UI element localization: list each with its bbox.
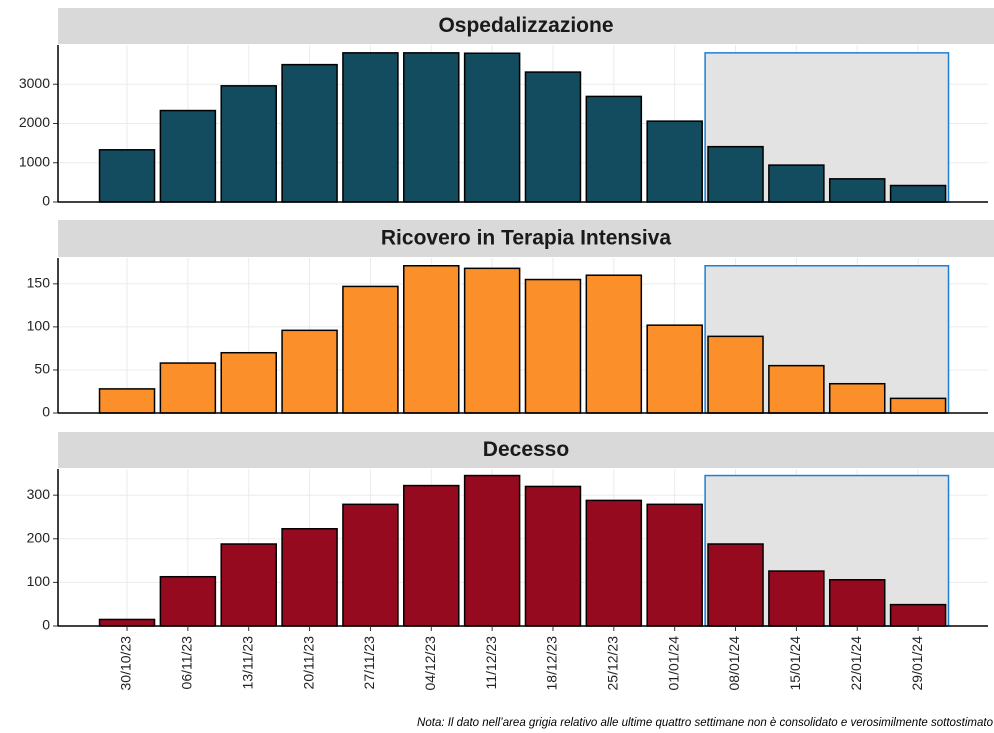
y-tick-label: 200 <box>27 529 51 545</box>
bar <box>281 63 338 203</box>
x-tick-label: 18/12/23 <box>544 636 560 691</box>
x-tick-label: 06/11/23 <box>179 636 195 690</box>
bar <box>342 285 399 414</box>
x-tick-label: 08/01/24 <box>726 636 742 691</box>
bar <box>159 575 217 627</box>
bar <box>828 579 886 627</box>
bar <box>646 324 703 414</box>
bar <box>828 178 886 203</box>
panel-title: Decesso <box>483 438 569 461</box>
bar <box>585 95 643 203</box>
x-tick-label: 25/12/23 <box>605 636 621 691</box>
strip <box>58 8 994 44</box>
bar <box>768 164 825 203</box>
bar <box>463 267 521 414</box>
bar <box>220 543 277 627</box>
x-tick-label: 29/01/24 <box>909 636 925 691</box>
bar <box>889 603 947 627</box>
note: Nota: Il dato nell’area grigia relativo … <box>417 717 994 729</box>
panel-title: Ospedalizzazione <box>438 14 613 37</box>
strip <box>58 432 994 468</box>
bar <box>281 527 338 627</box>
y-tick-label: 100 <box>27 318 51 334</box>
y-tick-label: 3000 <box>19 75 50 91</box>
bar <box>403 484 460 627</box>
x-tick-label: 15/01/24 <box>787 636 803 691</box>
bar <box>707 335 764 414</box>
x-tick-label: 30/10/23 <box>118 636 134 691</box>
bar <box>768 570 825 627</box>
x-tick-label: 20/11/23 <box>300 636 316 690</box>
bar <box>707 543 764 627</box>
bar <box>159 109 217 203</box>
strip <box>58 220 994 257</box>
y-tick-label: 50 <box>34 361 50 377</box>
bar <box>889 184 947 203</box>
bar <box>585 274 643 414</box>
bar <box>98 388 156 414</box>
bar <box>768 364 825 414</box>
bar <box>342 503 399 627</box>
panel-title: Ricovero in Terapia Intensiva <box>381 227 672 250</box>
y-tick-label: 0 <box>42 617 50 633</box>
bar <box>403 265 460 414</box>
y-tick-label: 300 <box>27 486 51 502</box>
bar <box>524 278 582 414</box>
bar <box>159 362 217 414</box>
bar <box>524 485 582 627</box>
y-tick-label: 100 <box>27 573 51 589</box>
bar <box>646 503 703 627</box>
bar <box>463 474 521 627</box>
y-tick-label: 150 <box>27 275 51 291</box>
bar <box>524 71 582 203</box>
x-tick-label: 01/01/24 <box>665 636 681 691</box>
bar <box>281 329 338 414</box>
bar <box>403 52 460 203</box>
bar <box>646 120 703 203</box>
x-tick-label: 11/12/23 <box>483 636 499 690</box>
bar <box>463 52 521 203</box>
x-tick-label: 27/11/23 <box>361 636 377 690</box>
x-tick-label: 22/01/24 <box>848 636 864 691</box>
bar <box>220 351 277 414</box>
bar <box>889 397 947 414</box>
bar <box>828 382 886 414</box>
x-tick-label: 13/11/23 <box>239 636 255 690</box>
y-tick-label: 1000 <box>19 153 50 169</box>
y-tick-label: 0 <box>42 404 50 420</box>
bar <box>98 618 156 627</box>
bar <box>220 85 277 203</box>
bar <box>707 145 764 203</box>
bar <box>98 149 156 203</box>
y-tick-label: 2000 <box>19 114 50 130</box>
bar <box>342 52 399 203</box>
bar <box>585 499 643 627</box>
x-tick-label: 04/12/23 <box>422 636 438 691</box>
y-tick-label: 0 <box>42 193 50 209</box>
